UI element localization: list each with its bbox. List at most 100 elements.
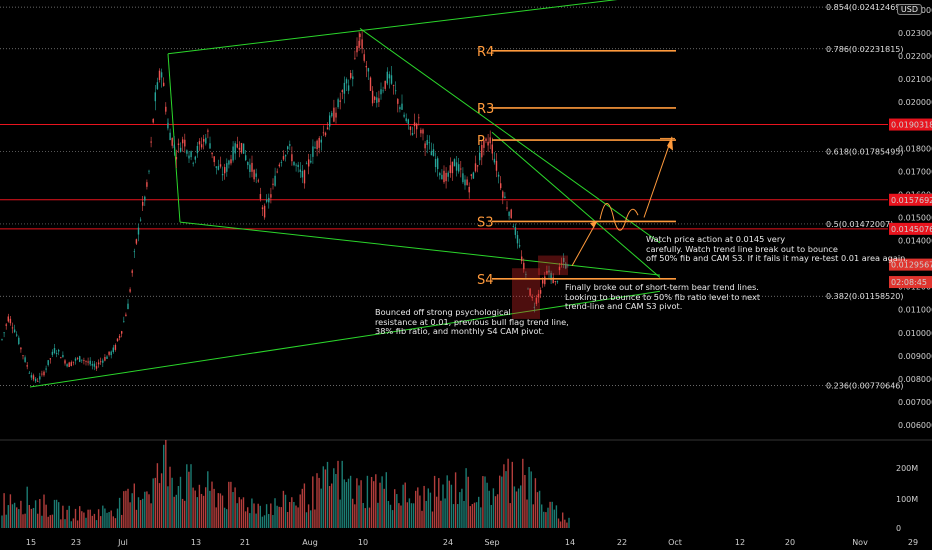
- candle-body: [293, 161, 295, 166]
- candle-body: [245, 155, 247, 161]
- candle-body: [430, 151, 433, 156]
- volume-bar: [398, 503, 400, 528]
- volume-bar: [150, 503, 152, 528]
- countdown-badge-bg: [889, 276, 932, 289]
- candle-body: [70, 362, 72, 366]
- candle-body: [316, 140, 318, 150]
- volume-bar: [177, 486, 180, 528]
- candle-body: [312, 146, 314, 157]
- candle-body: [9, 318, 12, 324]
- volume-bar: [5, 514, 7, 528]
- volume-bar: [64, 519, 66, 528]
- candle-body: [173, 144, 175, 149]
- candle-body: [266, 199, 268, 202]
- candle-body: [146, 182, 148, 187]
- candle-body: [89, 360, 91, 365]
- candle-body: [514, 227, 517, 235]
- candle-body: [493, 158, 496, 163]
- candle-body: [58, 349, 60, 352]
- volume-bar: [226, 509, 228, 528]
- volume-bar: [72, 518, 75, 528]
- candle-body: [378, 98, 380, 103]
- candle-body: [87, 361, 89, 363]
- volume-bar: [45, 504, 47, 528]
- volume-bar: [74, 508, 77, 528]
- candle-body: [205, 137, 207, 144]
- level-badge-bg: [889, 222, 932, 235]
- volume-bar: [236, 503, 238, 528]
- volume-bar: [219, 493, 222, 528]
- candle-body: [399, 107, 401, 110]
- price-tick-label: 0.01100000: [898, 306, 932, 315]
- volume-bar: [154, 477, 156, 528]
- volume-bar: [364, 508, 366, 528]
- candle-body: [238, 147, 241, 150]
- volume-bar: [139, 500, 142, 528]
- volume-bar: [190, 464, 192, 528]
- volume-bar: [358, 485, 360, 528]
- candle-body: [374, 96, 376, 100]
- volume-bar: [127, 488, 129, 528]
- volume-bar: [3, 493, 5, 528]
- volume-bar: [299, 494, 301, 528]
- volume-bar: [438, 478, 440, 528]
- candle-body: [186, 150, 188, 154]
- volume-bar: [417, 487, 419, 528]
- candle-body: [487, 141, 489, 146]
- volume-bar: [192, 487, 194, 528]
- annotation-watch: Watch price action at 0.0145 very carefu…: [646, 234, 908, 264]
- volume-bar: [30, 508, 33, 528]
- volume-bar: [242, 497, 245, 528]
- price-tick-label: 0.01400000: [898, 237, 932, 246]
- level-badge-bg: [889, 118, 932, 131]
- candle-body: [192, 162, 194, 164]
- volume-bar: [446, 475, 448, 528]
- candle-body: [470, 174, 472, 176]
- candle-body: [521, 256, 523, 262]
- volume-bar: [377, 502, 379, 528]
- volume-bar: [478, 496, 480, 528]
- candle-body: [548, 270, 550, 273]
- countdown-badge: 02:08:45: [891, 278, 927, 287]
- candle-body: [188, 155, 190, 159]
- candle-body: [403, 114, 405, 117]
- volume-bar: [543, 511, 545, 528]
- volume-bar: [459, 492, 461, 528]
- volume-bar: [253, 503, 255, 528]
- candle-body: [350, 72, 352, 78]
- candle-body: [95, 366, 98, 369]
- candle-body: [567, 264, 569, 266]
- volume-bar: [163, 444, 165, 528]
- volume-bar: [261, 516, 264, 528]
- candle-body: [116, 338, 119, 342]
- volume-bar: [184, 500, 186, 528]
- volume-bar: [97, 509, 100, 528]
- volume-bar: [68, 505, 70, 528]
- volume-bar: [326, 461, 329, 528]
- volume-bar: [221, 495, 224, 528]
- candle-body: [81, 359, 83, 361]
- volume-bar: [20, 500, 22, 528]
- date-tick-label: 10: [358, 538, 368, 547]
- candle-body: [284, 155, 287, 157]
- candle-body: [37, 380, 39, 382]
- candle-body: [150, 141, 152, 143]
- arrowhead: [667, 136, 673, 151]
- candle-body: [76, 358, 79, 359]
- volume-bar: [333, 468, 335, 528]
- candle-body: [114, 344, 117, 350]
- currency-button[interactable]: USD: [896, 4, 922, 15]
- date-tick-label: 22: [617, 538, 627, 547]
- candle-body: [335, 112, 337, 118]
- candle-body: [182, 139, 184, 144]
- candle-body: [11, 327, 14, 329]
- projection-arrow: [571, 220, 598, 267]
- candle-body: [479, 152, 481, 161]
- volume-bar: [522, 458, 524, 528]
- consolidation-box: [538, 255, 568, 276]
- candle-body: [512, 226, 514, 228]
